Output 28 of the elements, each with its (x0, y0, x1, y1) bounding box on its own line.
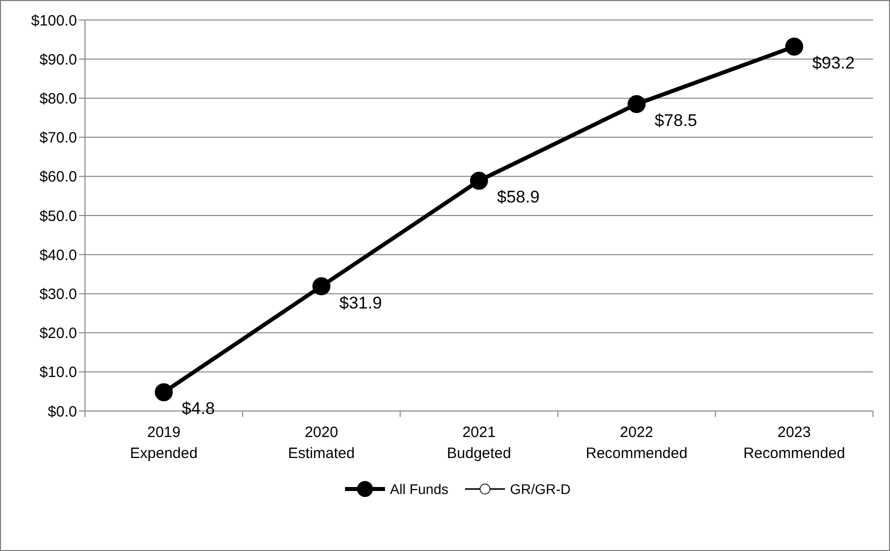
y-tick-label: $10.0 (39, 364, 77, 382)
data-label: $4.8 (182, 399, 215, 418)
y-tick-label: $60.0 (39, 168, 77, 186)
x-tick-label: 2023 Recommended (743, 424, 846, 462)
data-label: $31.9 (339, 293, 382, 312)
y-tick-label: $30.0 (39, 286, 77, 303)
y-tick-label: $20.0 (39, 325, 77, 342)
x-tick-label: 2021 Budgeted (446, 424, 512, 462)
data-label: $78.5 (654, 111, 698, 130)
x-tick-label: 2022 Recommended (586, 424, 688, 462)
y-tick-label: $0.0 (48, 403, 77, 420)
legend-label: GR/GR-D (510, 480, 571, 497)
y-tick-label: $40.0 (39, 246, 77, 264)
point (312, 277, 330, 296)
y-tick-label: $80.0 (39, 90, 77, 108)
y-tick-label: $100.0 (31, 12, 77, 30)
data-label: $58.9 (497, 188, 540, 207)
x-tick-label: 2019 Expended (130, 424, 198, 462)
point (154, 383, 173, 402)
legend-label: All Funds (390, 480, 448, 497)
point (628, 95, 646, 114)
point (785, 38, 804, 56)
x-tick-label: 2020 Estimated (288, 424, 355, 462)
y-tick-label: $50.0 (39, 208, 77, 225)
y-tick-label: $70.0 (39, 130, 77, 147)
data-label: $93.2 (812, 54, 855, 73)
y-tick-label: $90.0 (39, 51, 77, 68)
point (470, 172, 488, 190)
